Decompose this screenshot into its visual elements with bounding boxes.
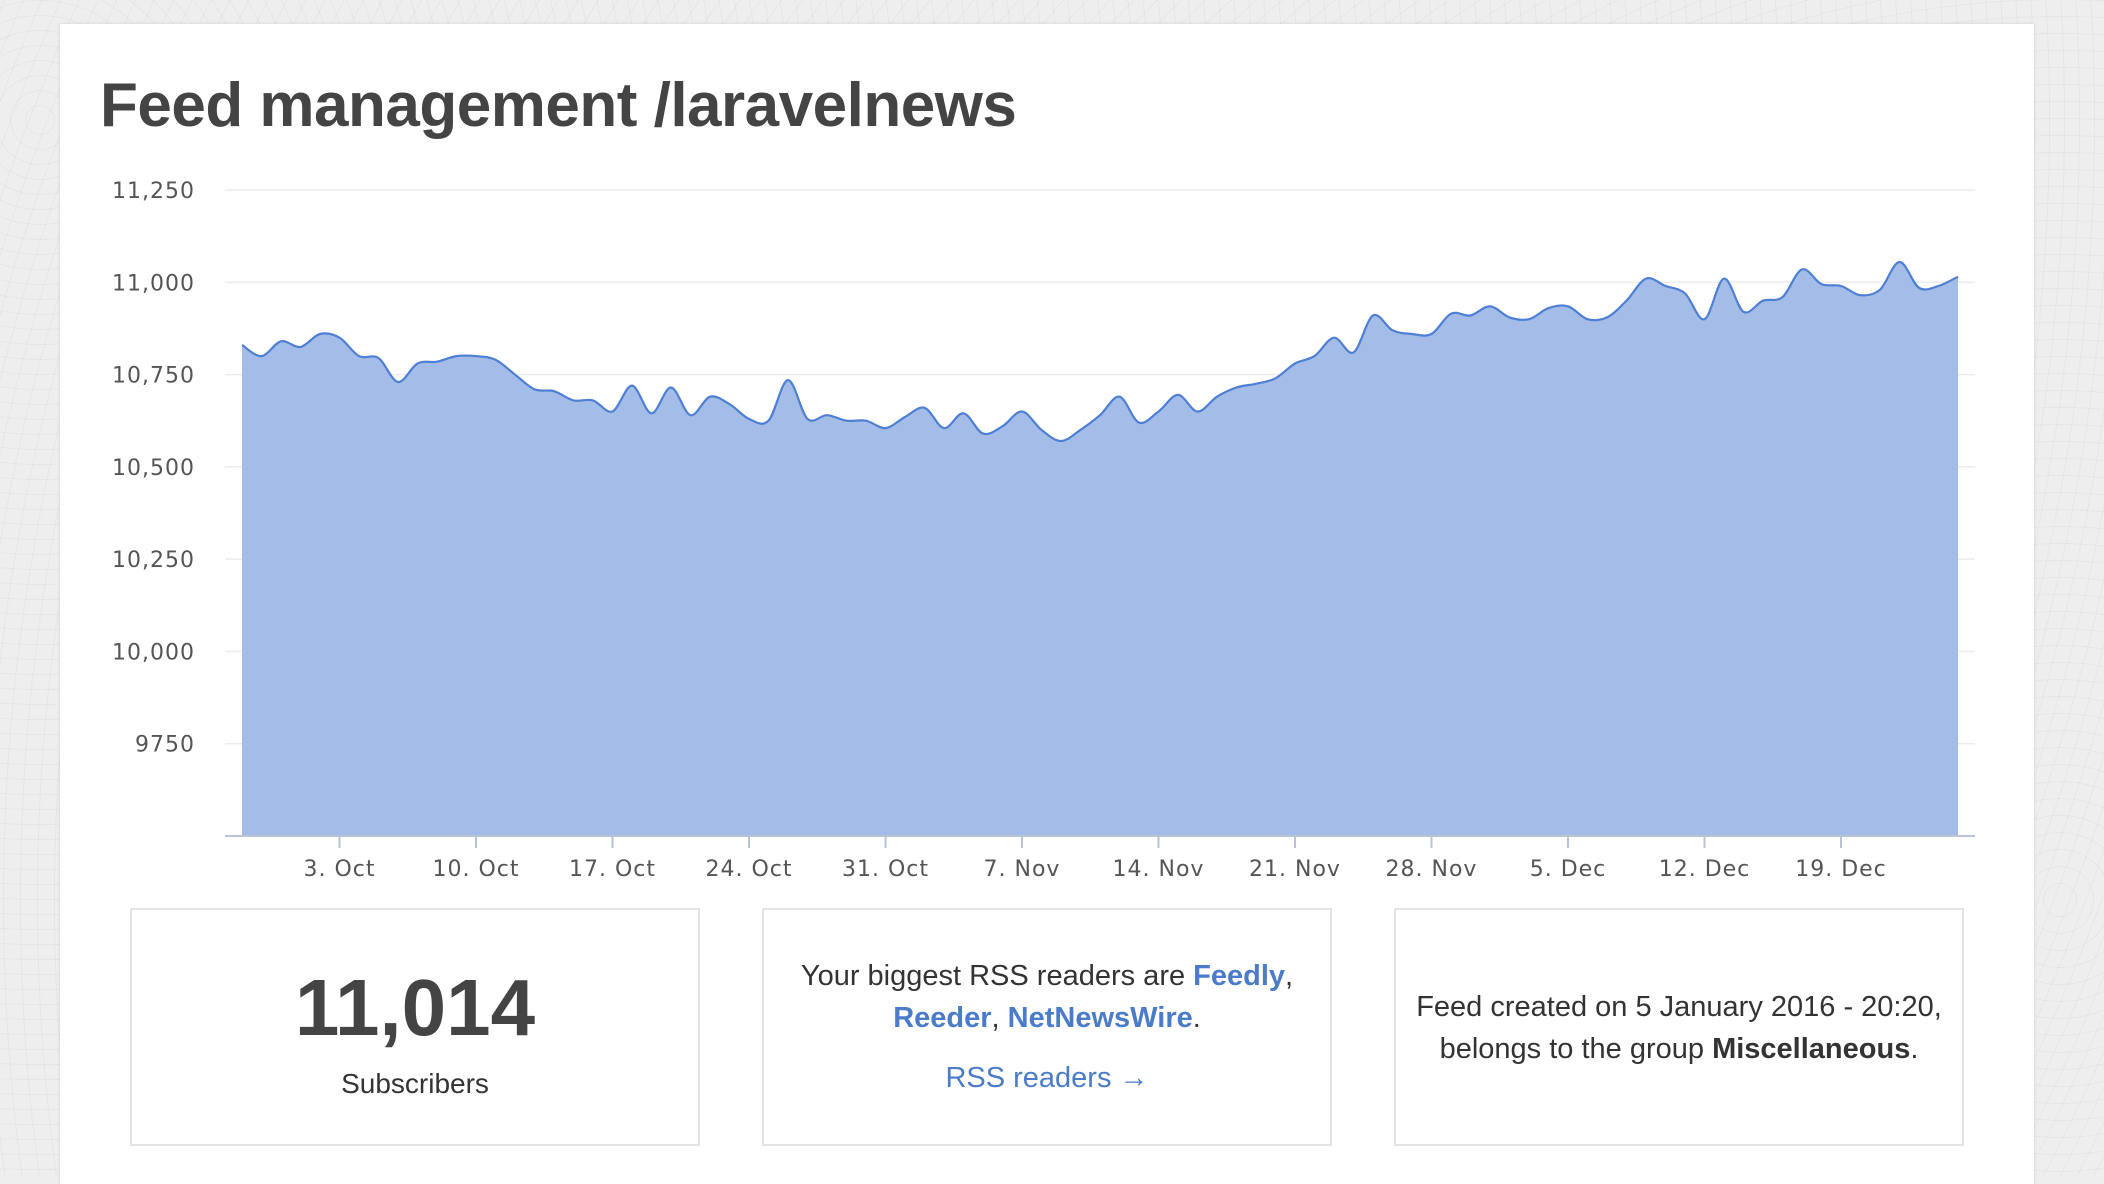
feed-group-name: Miscellaneous [1712, 1033, 1911, 1065]
y-tick-label: 10,250 [112, 548, 195, 573]
area-fill [242, 261, 1958, 837]
x-tick-label: 28. Nov [1386, 857, 1478, 880]
feed-created-text: Feed created on 5 January 2016 - 20:20, … [1416, 991, 1942, 1065]
reader-link-feedly[interactable]: Feedly [1193, 960, 1286, 992]
x-tick-label: 7. Nov [984, 857, 1061, 880]
feed-info-text: Feed created on 5 January 2016 - 20:20, … [1416, 986, 1942, 1070]
x-tick-label: 24. Oct [705, 857, 792, 880]
x-tick-label: 5. Dec [1530, 857, 1607, 880]
y-tick-label: 10,000 [112, 640, 195, 665]
rss-readers-link[interactable]: RSS readers → [945, 1062, 1149, 1094]
rss-readers-intro: Your biggest RSS readers are [800, 960, 1194, 992]
x-tick-label: 12. Dec [1659, 857, 1751, 880]
subscriber-chart: 9750 10,000 10,250 10,500 10,750 11,000 11,250… [112, 180, 1975, 880]
x-tick-label: 31. Oct [842, 857, 929, 880]
x-tick-label: 17. Oct [569, 857, 656, 880]
y-tick-label: 10,500 [112, 456, 195, 481]
x-tick-label: 14. Nov [1113, 857, 1205, 880]
subscribers-card: 11,014 Subscribers [130, 908, 700, 1146]
subscriber-count: 11,014 [294, 963, 536, 1052]
reader-link-reeder[interactable]: Reeder [893, 1002, 992, 1034]
x-tick-label: 3. Oct [303, 857, 375, 880]
subscriber-label: Subscribers [341, 1068, 489, 1099]
separator: , [991, 1002, 1008, 1034]
period: . [1192, 1002, 1201, 1034]
feed-info-card: Feed created on 5 January 2016 - 20:20, … [1394, 908, 1964, 1146]
y-tick-label: 9750 [135, 733, 195, 758]
chart-area-series [241, 260, 1959, 837]
period: . [1910, 1033, 1919, 1065]
separator: , [1285, 960, 1294, 992]
page-title: Feed management /laravelnews [100, 71, 1017, 140]
x-tick-label: 19. Dec [1795, 857, 1887, 880]
rss-readers-card: Your biggest RSS readers are Feedly, Ree… [762, 908, 1332, 1146]
y-tick-label: 11,250 [112, 180, 195, 204]
y-tick-label: 11,000 [112, 271, 195, 296]
area-line [241, 260, 1959, 443]
y-tick-label: 10,750 [112, 364, 195, 389]
x-tick-label: 21. Nov [1249, 857, 1341, 880]
chart-axes: 9750 10,000 10,250 10,500 10,750 11,000 11,250… [112, 180, 1975, 880]
rss-readers-summary: Your biggest RSS readers are Feedly, Ree… [784, 955, 1310, 1039]
reader-link-netnewswire[interactable]: NetNewsWire [1007, 1002, 1193, 1034]
x-tick-label: 10. Oct [432, 857, 519, 880]
